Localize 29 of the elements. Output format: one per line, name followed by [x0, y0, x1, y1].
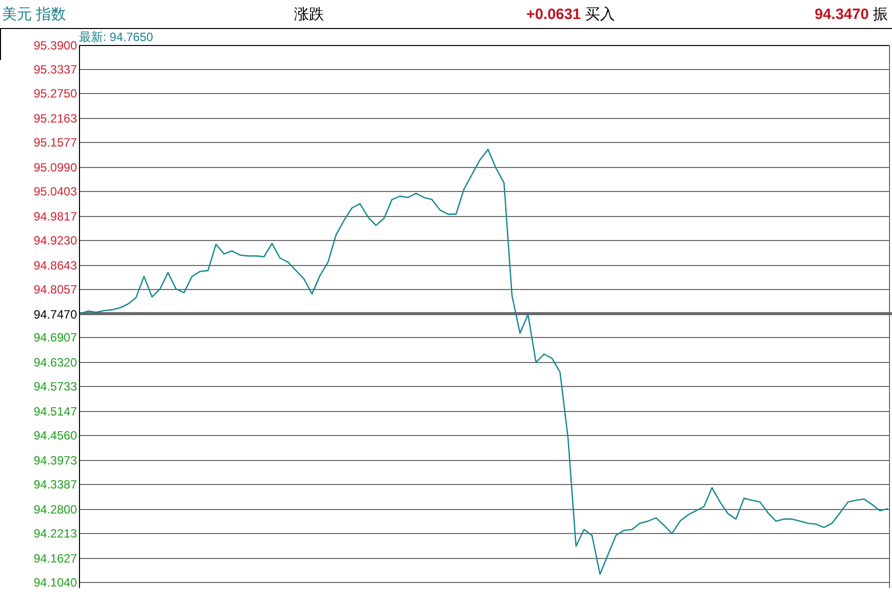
text: 94.3470 振: [814, 6, 888, 23]
y-tick-label: 94.9230: [34, 234, 78, 248]
y-tick-label: 94.1040: [34, 576, 78, 590]
y-tick-label: 95.1577: [34, 136, 78, 150]
y-tick-label: 94.7470: [34, 308, 78, 322]
text: 美元 指数: [2, 6, 66, 23]
y-tick-label: 94.9817: [34, 210, 78, 224]
y-tick-label: 94.8643: [34, 258, 78, 272]
y-tick-label: 94.4560: [34, 428, 78, 442]
y-tick-label: 94.6907: [34, 330, 78, 344]
y-tick-label: 94.6320: [34, 356, 78, 370]
y-tick-label: 95.2163: [34, 112, 78, 126]
text: 最新: 94.7650: [79, 30, 154, 44]
y-tick-label: 94.3973: [34, 454, 78, 468]
line-series: [79, 148, 889, 575]
y-tick-label: 94.1627: [34, 552, 78, 566]
text: 涨跌: [294, 6, 324, 23]
y-tick-label: 95.3337: [34, 62, 78, 76]
text: +0.0631 买入: [526, 6, 615, 23]
y-tick-label: 95.0403: [34, 184, 78, 198]
y-tick-label: 94.5733: [34, 380, 78, 394]
y-tick-label: 94.2800: [34, 502, 78, 516]
y-tick-label: 94.5147: [34, 404, 78, 418]
y-tick-label: 94.8057: [34, 282, 78, 296]
y-tick-label: 95.3900: [34, 38, 78, 52]
y-tick-label: 94.3387: [34, 478, 78, 492]
y-tick-label: 94.2213: [34, 526, 78, 540]
y-tick-label: 95.2750: [34, 86, 78, 100]
y-tick-label: 95.0990: [34, 160, 78, 174]
